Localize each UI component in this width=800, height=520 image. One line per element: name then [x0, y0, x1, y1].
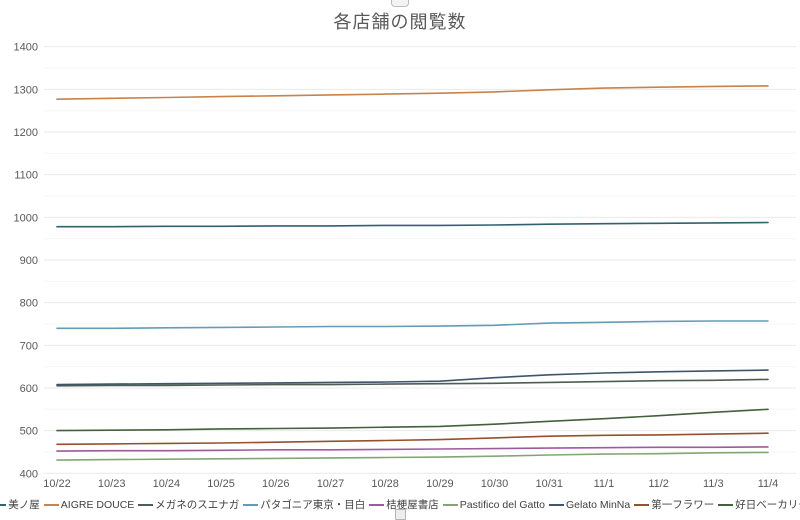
chart-title: 各店舗の閲覧数 [333, 12, 467, 32]
chart-legend: 美ノ屋 AIGRE DOUCE メガネのスエナガ パタゴニア東京・目白 桔梗屋書店 Pas… [0, 497, 800, 512]
y-tick-label: 400 [20, 468, 38, 480]
legend-label: 好日ベーカリー [735, 499, 800, 511]
chart-frame-top-handle-icon [391, 0, 409, 7]
x-tick-label: 10/31 [535, 478, 563, 490]
legend-item-7: 第一フラワー [634, 497, 714, 512]
series-line-2 [56, 378, 769, 387]
y-tick-label: 800 [20, 298, 38, 310]
series-line-1 [56, 85, 769, 100]
y-tick-label: 900 [20, 255, 38, 267]
series-line-3 [56, 320, 769, 330]
x-tick-label: 10/25 [207, 478, 235, 490]
legend-item-2: メガネのスエナガ [138, 497, 239, 512]
series-line-7 [56, 432, 769, 446]
x-tick-label: 10/23 [98, 478, 126, 490]
y-tick-label: 600 [20, 383, 38, 395]
legend-line-marker-icon [138, 503, 154, 506]
series-line-0 [56, 221, 769, 228]
legend-line-marker-icon [43, 503, 59, 506]
y-tick-label: 1200 [14, 127, 38, 139]
legend-label: AIGRE DOUCE [60, 498, 135, 511]
y-tick-label: 1100 [14, 170, 38, 182]
legend-item-4: 桔梗屋書店 [369, 497, 439, 512]
series-line-6 [56, 369, 769, 386]
x-tick-label: 11/2 [648, 478, 669, 490]
x-tick-label: 11/1 [594, 478, 615, 490]
x-tick-label: 10/27 [317, 478, 345, 490]
series-line-8 [56, 408, 769, 432]
legend-line-marker-icon [369, 503, 385, 506]
legend-item-3: パタゴニア東京・目白 [243, 497, 365, 512]
chart-frame-bottom-handle-icon [395, 509, 406, 520]
y-tick-label: 1000 [14, 212, 38, 224]
legend-line-marker-icon [549, 503, 565, 506]
legend-line-marker-icon [0, 503, 7, 506]
x-tick-label: 10/24 [153, 478, 181, 490]
legend-item-8: 好日ベーカリー [718, 497, 800, 512]
legend-item-5: Pastifico del Gatto [442, 498, 546, 511]
legend-item-0: 美ノ屋 [0, 497, 40, 512]
legend-line-marker-icon [243, 503, 259, 506]
x-tick-label: 10/30 [481, 478, 509, 490]
legend-label: パタゴニア東京・目白 [260, 499, 366, 511]
y-tick-label: 1300 [14, 84, 38, 96]
legend-line-marker-icon [718, 503, 734, 506]
y-tick-label: 500 [20, 426, 38, 438]
legend-line-marker-icon [442, 503, 458, 506]
x-tick-label: 11/3 [703, 478, 724, 490]
chart-canvas: 400 500 600 700 800 900 1000 1100 1200 1300 1400 10… [14, 42, 796, 490]
x-tick-label: 10/26 [262, 478, 290, 490]
legend-label: 桔梗屋書店 [386, 499, 439, 511]
legend-label: メガネのスエナガ [155, 499, 240, 511]
x-tick-label: 10/28 [371, 478, 399, 490]
legend-item-1: AIGRE DOUCE [43, 498, 135, 511]
legend-label: 美ノ屋 [8, 499, 40, 511]
legend-item-6: Gelato MinNa [549, 499, 630, 511]
x-tick-label: 10/29 [426, 478, 454, 490]
legend-label: 第一フラワー [651, 499, 715, 511]
legend-label: Pastifico del Gatto [459, 498, 546, 511]
x-tick-label: 11/4 [758, 478, 779, 490]
legend-label: Gelato MinNa [566, 498, 631, 511]
series-line-4 [56, 446, 769, 452]
series-line-5 [56, 451, 769, 461]
y-tick-label: 1400 [14, 42, 38, 54]
legend-line-marker-icon [634, 503, 650, 506]
x-tick-label: 10/22 [43, 478, 71, 490]
y-tick-label: 700 [20, 340, 38, 352]
